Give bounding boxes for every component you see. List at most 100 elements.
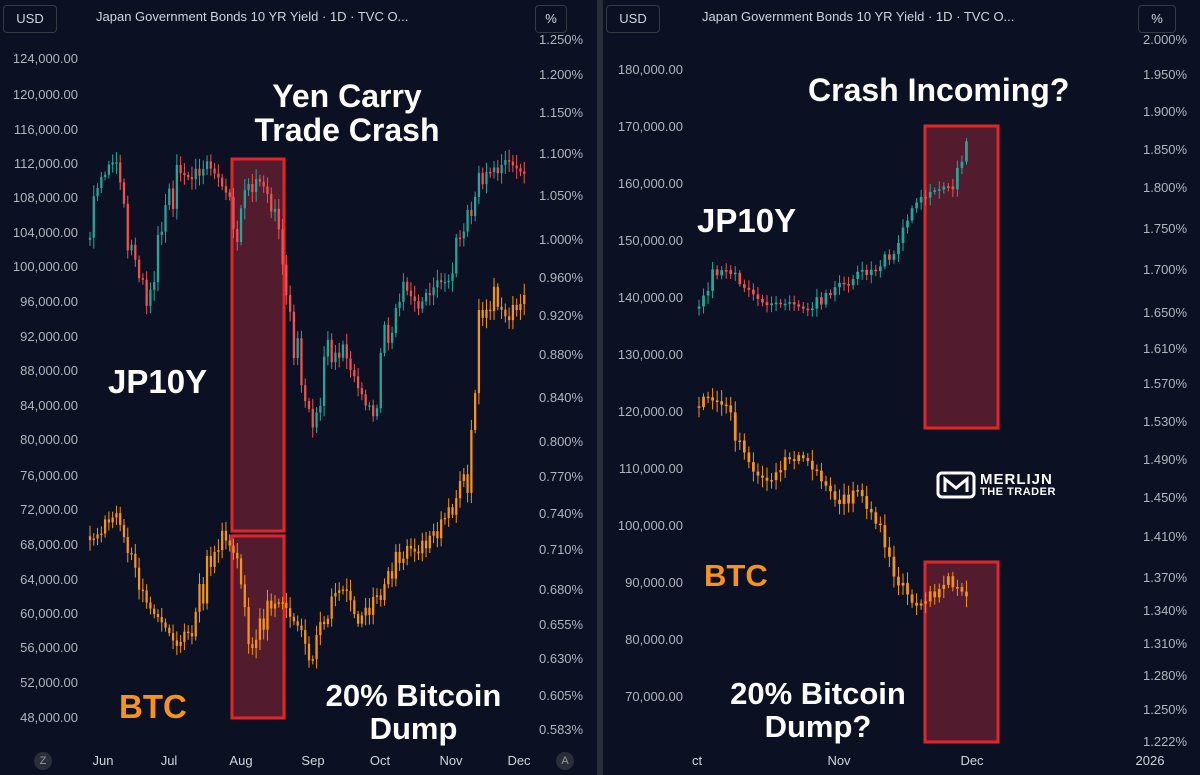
candle-body <box>168 188 171 206</box>
candle-body <box>906 220 909 228</box>
candle-body <box>458 237 462 240</box>
candle-body <box>326 339 330 357</box>
candle-body <box>474 393 477 431</box>
time-tick-label: Aug <box>229 753 253 768</box>
candle-body <box>797 304 801 307</box>
candle-body <box>190 633 194 637</box>
candle-body <box>270 193 273 212</box>
candle-body <box>300 338 303 386</box>
axis-tick-label: 1.000% <box>539 232 584 247</box>
candle-body <box>409 545 413 549</box>
percent-button[interactable]: % <box>535 5 567 33</box>
candle-body <box>383 324 386 353</box>
candle-body <box>375 595 379 597</box>
candle-body <box>706 290 710 296</box>
axis-tick-label: 1.700% <box>1143 262 1188 277</box>
candle-body <box>198 168 201 176</box>
candle-body <box>851 278 855 286</box>
time-tick-label: ct <box>691 753 703 768</box>
candle-body <box>424 540 428 549</box>
candle-body <box>100 176 103 188</box>
candle-body <box>928 191 932 198</box>
candle-body <box>815 297 819 309</box>
candle-body <box>756 471 760 476</box>
candle-body <box>507 316 511 321</box>
candle-body <box>874 512 878 524</box>
candle-body <box>390 571 394 579</box>
candle-body <box>788 457 792 460</box>
candle-body <box>432 531 435 536</box>
axis-tick-label: 1.610% <box>1143 341 1188 356</box>
axis-tick-label: 84,000.00 <box>20 398 78 413</box>
candle-body <box>906 582 909 595</box>
candle-body <box>946 186 950 188</box>
axis-tick-label: 1.250% <box>1143 702 1188 717</box>
candle-body <box>179 164 182 173</box>
percent-button[interactable]: % <box>1138 5 1176 33</box>
candle-body <box>869 508 873 513</box>
candle-body <box>243 584 246 608</box>
candle-body <box>774 302 778 305</box>
currency-button[interactable]: USD <box>606 5 660 33</box>
axis-tick-label: 120,000.00 <box>617 404 683 419</box>
candle-body <box>304 385 307 402</box>
candle-body <box>183 172 186 175</box>
annotation-bitcoin-dump: 20% Bitcoin Dump <box>325 678 502 746</box>
candle-body <box>88 536 92 541</box>
candle-body <box>107 164 111 175</box>
zoom-reset-button[interactable]: Z <box>34 752 52 770</box>
candle-body <box>761 475 764 478</box>
axis-tick-label: 2.000% <box>1143 32 1188 47</box>
candle-body <box>833 287 837 296</box>
candle-body <box>447 280 450 283</box>
axis-tick-label: 112,000.00 <box>13 156 78 171</box>
merlijn-logo-icon <box>936 471 976 499</box>
candle-body <box>436 531 439 539</box>
auto-scale-button[interactable]: A <box>556 752 574 770</box>
candle-body <box>247 184 250 191</box>
candle-body <box>956 587 959 589</box>
axis-tick-label: 0.920% <box>539 308 584 323</box>
axis-tick-label: 0.583% <box>539 722 584 737</box>
annotation-btc: BTC <box>704 558 768 593</box>
axis-tick-label: 0.680% <box>539 582 584 597</box>
candle-body <box>285 602 288 609</box>
currency-button[interactable]: USD <box>3 5 57 33</box>
axis-tick-label: 0.800% <box>539 434 584 449</box>
candle-body <box>356 376 360 389</box>
candle-body <box>145 279 148 306</box>
candle-body <box>883 525 887 548</box>
candle-body <box>356 614 360 624</box>
axis-tick-label: 68,000.00 <box>20 537 78 552</box>
merlijn-logo: MERLIJN THE TRADER <box>936 470 1056 500</box>
candle-body <box>239 558 243 585</box>
candle-body <box>187 175 190 178</box>
candle-body <box>111 162 114 165</box>
time-tick-label: Dec <box>507 753 531 768</box>
time-tick-label: 2026 <box>1135 753 1165 768</box>
candle-body <box>266 600 269 630</box>
candle-body <box>860 490 864 497</box>
axis-tick-label: 1.850% <box>1143 142 1188 157</box>
candle-body <box>160 231 163 236</box>
candle-body <box>171 633 175 641</box>
candle-body <box>217 173 220 178</box>
axis-tick-label: 130,000.00 <box>617 347 683 362</box>
axis-tick-label: 70,000.00 <box>625 689 683 704</box>
candle-body <box>202 583 205 604</box>
candle-body <box>417 301 420 309</box>
candle-body <box>492 286 496 312</box>
candle-body <box>888 547 891 557</box>
candle-body <box>842 494 846 505</box>
candle-body <box>387 324 390 343</box>
candle-body <box>915 202 918 209</box>
annotation-jp10y: JP10Y <box>108 363 208 400</box>
candle-body <box>883 254 887 267</box>
candle-body <box>153 608 156 615</box>
candle-body <box>262 181 265 187</box>
candle-body <box>217 550 220 552</box>
candle-body <box>747 452 751 463</box>
axis-tick-label: 1.340% <box>1143 603 1188 618</box>
candle-body <box>326 618 330 625</box>
axis-tick-label: 124,000.00 <box>12 51 78 66</box>
